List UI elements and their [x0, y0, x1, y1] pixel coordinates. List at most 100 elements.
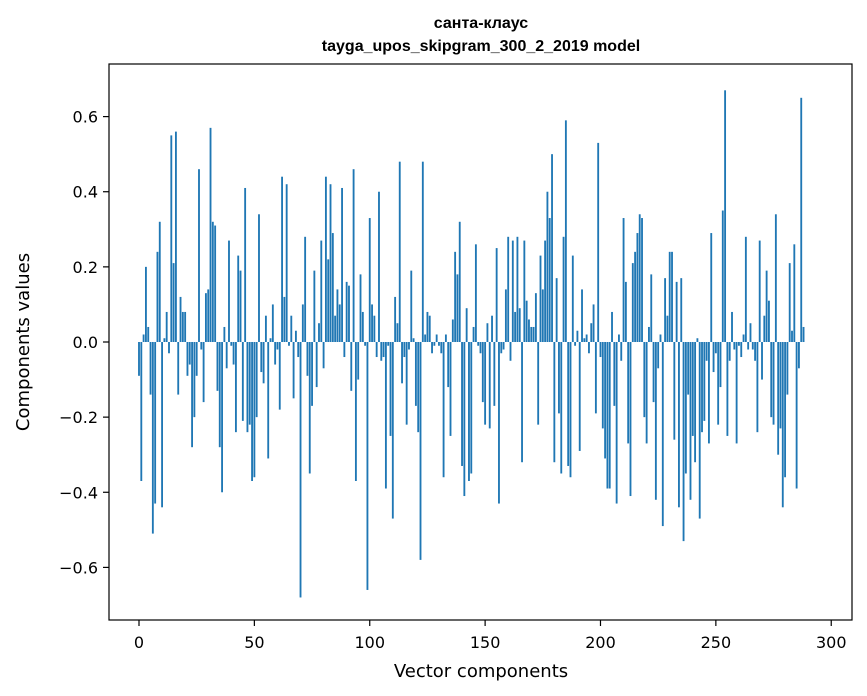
bar [428, 315, 431, 342]
bar [631, 263, 634, 342]
bar [359, 274, 362, 342]
bar [528, 319, 530, 342]
bar [138, 342, 140, 376]
bar [458, 221, 461, 342]
bar [387, 342, 390, 346]
bar [301, 304, 304, 342]
x-axis-label: Vector components [394, 661, 568, 682]
bar [158, 221, 161, 342]
bar [648, 326, 650, 342]
bar [585, 334, 588, 342]
bar [311, 342, 313, 406]
bar [666, 315, 669, 342]
bar [541, 289, 544, 342]
bar [532, 326, 535, 342]
bar [195, 342, 198, 376]
bar [504, 289, 507, 342]
bar [394, 296, 397, 342]
bar [698, 342, 701, 519]
bar [318, 323, 320, 342]
bar [408, 342, 410, 350]
bar [234, 342, 237, 433]
bar [191, 342, 193, 448]
bar [451, 319, 454, 342]
bar [181, 311, 184, 342]
bar [779, 342, 782, 429]
x-tick-label: 150 [470, 633, 501, 652]
bar [431, 342, 433, 354]
bar [588, 342, 590, 354]
bar [211, 221, 214, 342]
bar [569, 342, 572, 478]
bar [574, 342, 577, 346]
bar [329, 184, 332, 342]
bar [567, 342, 570, 466]
y-tick-label: 0.4 [73, 183, 98, 202]
x-tick-label: 100 [354, 633, 385, 652]
bar [507, 236, 510, 342]
bar [668, 251, 671, 342]
bar [244, 187, 247, 342]
bar [149, 342, 152, 395]
bar [770, 342, 773, 418]
bar [671, 251, 673, 342]
bar [781, 342, 784, 508]
bar [795, 342, 798, 489]
bar [447, 342, 450, 388]
bar [654, 342, 657, 500]
bar [747, 342, 750, 350]
bar [382, 342, 385, 358]
bar [618, 334, 620, 342]
bar [564, 120, 567, 342]
bar [754, 342, 757, 361]
bar [772, 342, 775, 425]
bar [410, 270, 413, 342]
bar [539, 255, 542, 342]
bar [304, 236, 307, 342]
bar [186, 342, 189, 376]
bar [465, 308, 468, 342]
bar [421, 161, 424, 342]
bar [440, 342, 443, 354]
bar [184, 311, 187, 342]
bar [474, 244, 477, 342]
bar [696, 338, 699, 342]
bar [391, 342, 394, 519]
bar [724, 90, 727, 342]
bar [320, 240, 323, 342]
bar [163, 338, 166, 342]
bar [168, 342, 170, 354]
bar [366, 342, 369, 590]
bar [251, 342, 253, 481]
bar [271, 304, 274, 342]
bar [758, 240, 761, 342]
bar [401, 342, 403, 384]
bar [281, 176, 283, 342]
bar [641, 218, 643, 342]
y-tick-label: −0.4 [59, 483, 98, 502]
bar [571, 255, 574, 342]
bar [608, 342, 611, 489]
bar [294, 330, 297, 342]
bar [444, 334, 447, 342]
bar [518, 308, 521, 342]
bar [371, 304, 373, 342]
bar [622, 218, 625, 342]
bar [331, 233, 334, 342]
bar [548, 218, 551, 342]
bar [546, 191, 549, 342]
bar [751, 342, 754, 350]
bar [327, 259, 330, 342]
bar [495, 248, 498, 342]
x-axis-ticks: 0 50 100 150 200 250 300 [134, 620, 847, 652]
bars-group [138, 90, 805, 598]
bar [433, 342, 436, 346]
bar [336, 289, 339, 342]
bar [694, 342, 697, 463]
bar [479, 342, 482, 354]
bar [214, 225, 217, 342]
y-tick-label: −0.6 [59, 558, 98, 577]
bar [389, 342, 392, 436]
bar [198, 169, 200, 342]
bar [761, 342, 763, 380]
